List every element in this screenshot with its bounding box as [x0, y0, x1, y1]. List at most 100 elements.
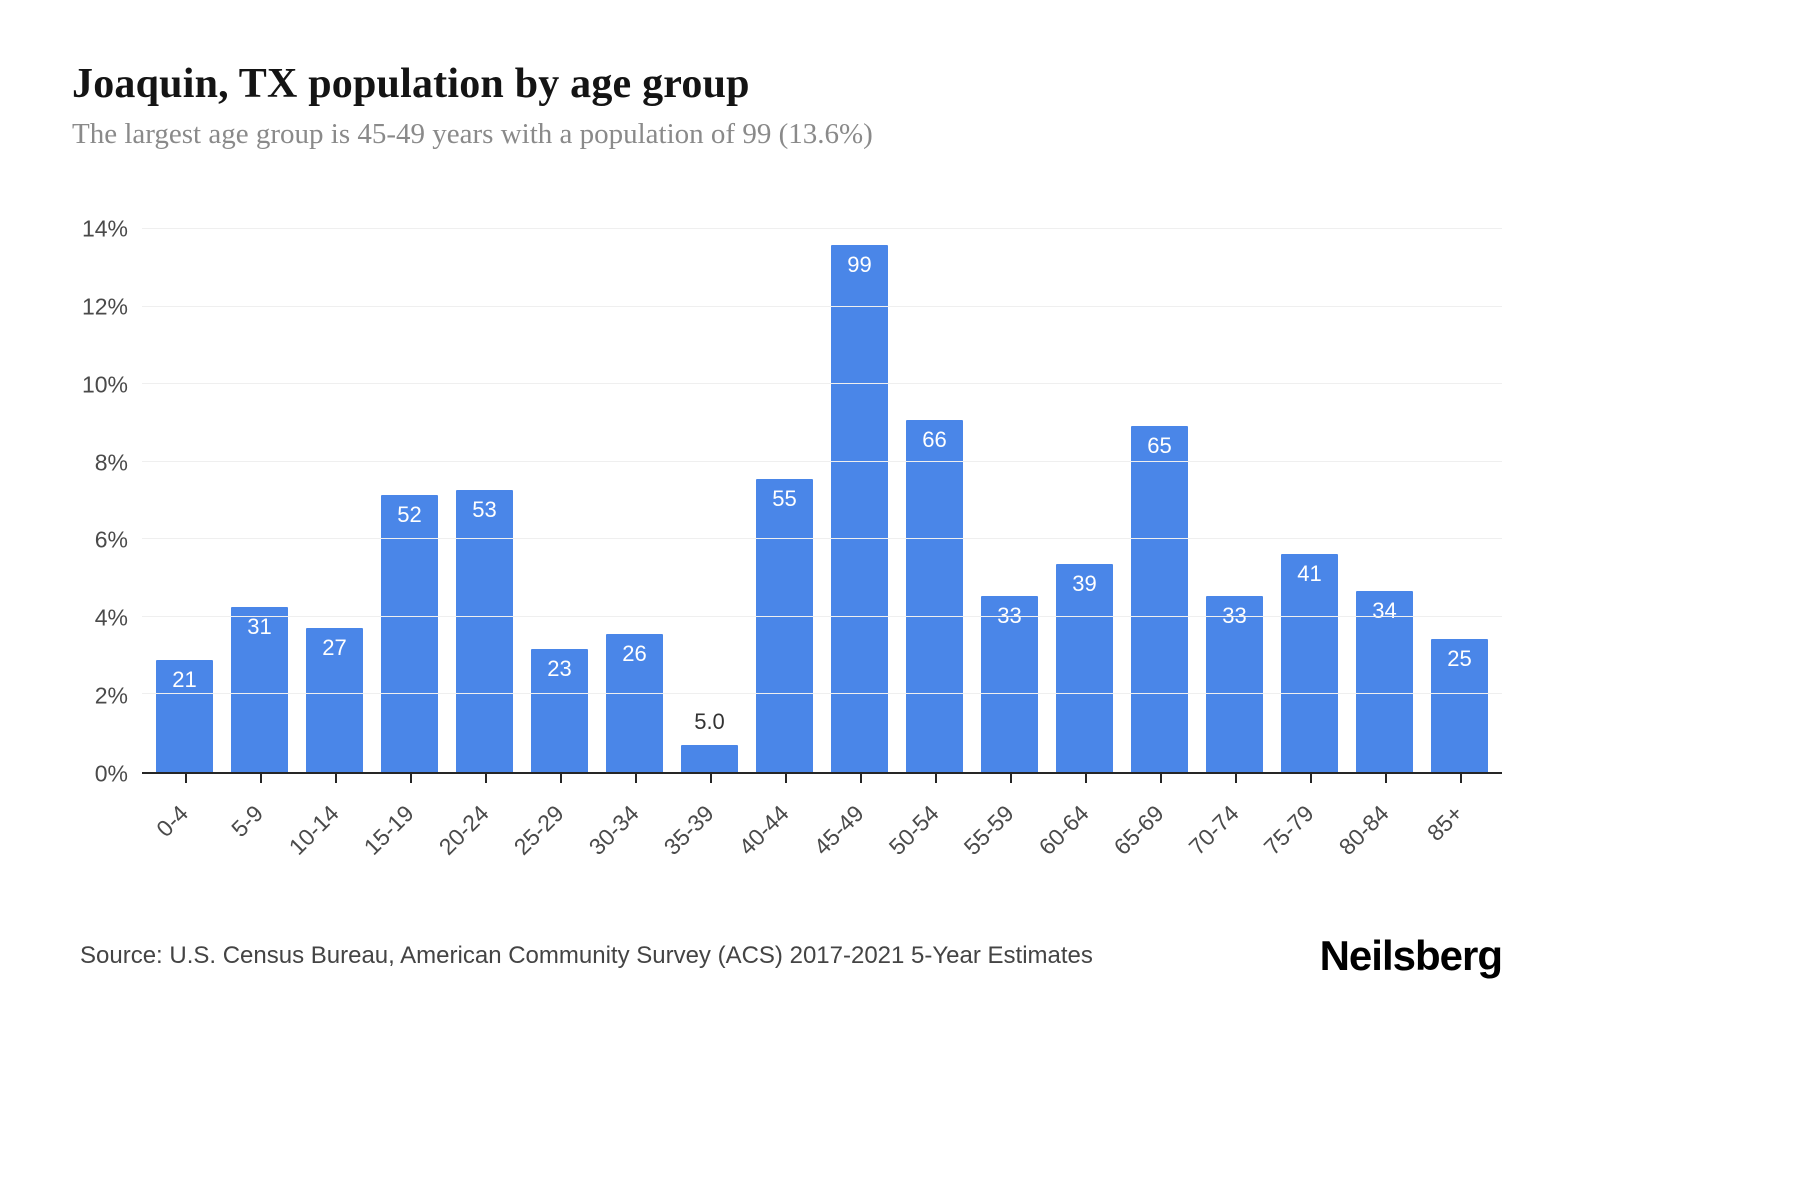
x-slot: 85+ — [1422, 774, 1497, 904]
bar-slot: 39 — [1047, 229, 1122, 772]
x-slot: 30-34 — [583, 774, 672, 904]
x-tick — [559, 774, 562, 783]
bar-60-64[interactable]: 39 — [1055, 564, 1114, 772]
x-slot: 40-44 — [733, 774, 822, 904]
bar-slot: 31 — [222, 229, 297, 772]
bar-value-label: 26 — [622, 640, 647, 666]
bar-value-label: 52 — [397, 502, 422, 528]
x-slot: 75-79 — [1258, 774, 1347, 904]
gridline — [142, 383, 1502, 385]
bar-25-29[interactable]: 23 — [530, 649, 589, 772]
bar-85+[interactable]: 25 — [1430, 638, 1489, 772]
y-tick-label: 2% — [94, 682, 128, 709]
gridline — [142, 460, 1502, 462]
y-tick-label: 14% — [81, 215, 128, 242]
y-tick-label: 8% — [94, 449, 128, 476]
x-tick — [484, 774, 487, 783]
chart-title: Joaquin, TX population by age group — [72, 61, 750, 107]
x-tick — [859, 774, 862, 783]
x-axis-spacer — [72, 774, 142, 904]
bar-value-label: 31 — [247, 613, 272, 639]
y-tick-label: 10% — [81, 371, 128, 398]
bar-value-label: 21 — [172, 667, 197, 693]
x-slot: 10-14 — [283, 774, 372, 904]
x-tick — [934, 774, 937, 783]
bars: 21 31 27 52 53 23 26 5.0 55 99 66 33 39 65 33 41 34 25 — [142, 229, 1502, 772]
gridline — [142, 693, 1502, 695]
bar-20-24[interactable]: 53 — [455, 489, 514, 772]
bar-40-44[interactable]: 55 — [755, 479, 814, 772]
x-slot: 15-19 — [358, 774, 447, 904]
bar-slot: 53 — [447, 229, 522, 772]
bar-value-label: 66 — [922, 427, 947, 453]
x-tick — [409, 774, 412, 783]
x-tick — [1009, 774, 1012, 783]
x-slot: 55-59 — [958, 774, 1047, 904]
x-tick — [1309, 774, 1312, 783]
bar-50-54[interactable]: 66 — [905, 420, 964, 772]
bar-slot: 66 — [897, 229, 972, 772]
bar-value-label: 65 — [1147, 432, 1172, 458]
bar-slot: 65 — [1122, 229, 1197, 772]
x-slot: 25-29 — [508, 774, 597, 904]
bar-chart: 0% 2% 4% 6% 8% 10% 12% 14% 21 31 27 52 53 23 26 5.0 55 9… — [72, 217, 1502, 785]
bar-value-label: 39 — [1072, 571, 1097, 597]
bar-10-14[interactable]: 27 — [305, 628, 364, 772]
bar-slot: 5.0 — [672, 229, 747, 772]
plot-area: 21 31 27 52 53 23 26 5.0 55 99 66 33 39 65 33 41 34 25 — [142, 228, 1502, 774]
gridline — [142, 538, 1502, 540]
bar-slot: 99 — [822, 229, 897, 772]
x-tick — [1459, 774, 1462, 783]
x-slot: 65-69 — [1108, 774, 1197, 904]
bar-slot: 33 — [1197, 229, 1272, 772]
y-axis: 0% 2% 4% 6% 8% 10% 12% 14% — [72, 217, 142, 785]
x-category-label: 0-4 — [151, 799, 194, 842]
bar-slot: 26 — [597, 229, 672, 772]
x-tick — [1234, 774, 1237, 783]
gridline — [142, 228, 1502, 229]
x-slot: 35-39 — [658, 774, 747, 904]
bar-value-label: 53 — [472, 496, 497, 522]
bar-slot: 41 — [1272, 229, 1347, 772]
footer: Source: U.S. Census Bureau, American Com… — [72, 932, 1503, 980]
x-tick — [1084, 774, 1087, 783]
bar-slot: 21 — [147, 229, 222, 772]
x-tick — [184, 774, 187, 783]
x-tick — [1159, 774, 1162, 783]
x-slot: 45-49 — [808, 774, 897, 904]
bar-65-69[interactable]: 65 — [1130, 425, 1189, 772]
bar-35-39[interactable]: 5.0 — [680, 709, 739, 772]
bar-5-9[interactable]: 31 — [230, 606, 289, 772]
gridline — [142, 305, 1502, 307]
bar-70-74[interactable]: 33 — [1205, 596, 1264, 772]
bar-75-79[interactable]: 41 — [1280, 553, 1339, 772]
bar-value-label: 25 — [1447, 645, 1472, 671]
bar-slot: 55 — [747, 229, 822, 772]
x-slot: 60-64 — [1033, 774, 1122, 904]
x-slot: 80-84 — [1333, 774, 1422, 904]
x-slot: 0-4 — [147, 774, 222, 904]
gridline — [142, 615, 1502, 617]
x-tick — [709, 774, 712, 783]
bar-15-19[interactable]: 52 — [380, 495, 439, 772]
bar-30-34[interactable]: 26 — [605, 633, 664, 772]
bar-value-label: 55 — [772, 486, 797, 512]
neilsberg-logo: Neilsberg — [1319, 932, 1503, 979]
x-tick — [259, 774, 262, 783]
bar-value-label: 34 — [1372, 597, 1397, 623]
x-category-label: 85+ — [1422, 799, 1469, 846]
bar-value-label: 33 — [1222, 603, 1247, 629]
source-note: Source: U.S. Census Bureau, American Com… — [80, 942, 1093, 969]
bar-45-49[interactable]: 99 — [830, 244, 889, 772]
bar-slot: 27 — [297, 229, 372, 772]
y-tick-label: 6% — [94, 526, 128, 553]
x-axis: 0-4 5-9 10-14 15-19 20-24 25-29 30-34 35-39 40-4… — [142, 774, 1502, 904]
x-category-label: 5-9 — [226, 799, 269, 842]
x-tick — [334, 774, 337, 783]
bar-value-label: 23 — [547, 656, 572, 682]
x-slot: 5-9 — [222, 774, 297, 904]
bar-0-4[interactable]: 21 — [155, 660, 214, 772]
bar-value-label: 5.0 — [694, 709, 725, 735]
bar-55-59[interactable]: 33 — [980, 596, 1039, 772]
bar-80-84[interactable]: 34 — [1355, 590, 1414, 772]
